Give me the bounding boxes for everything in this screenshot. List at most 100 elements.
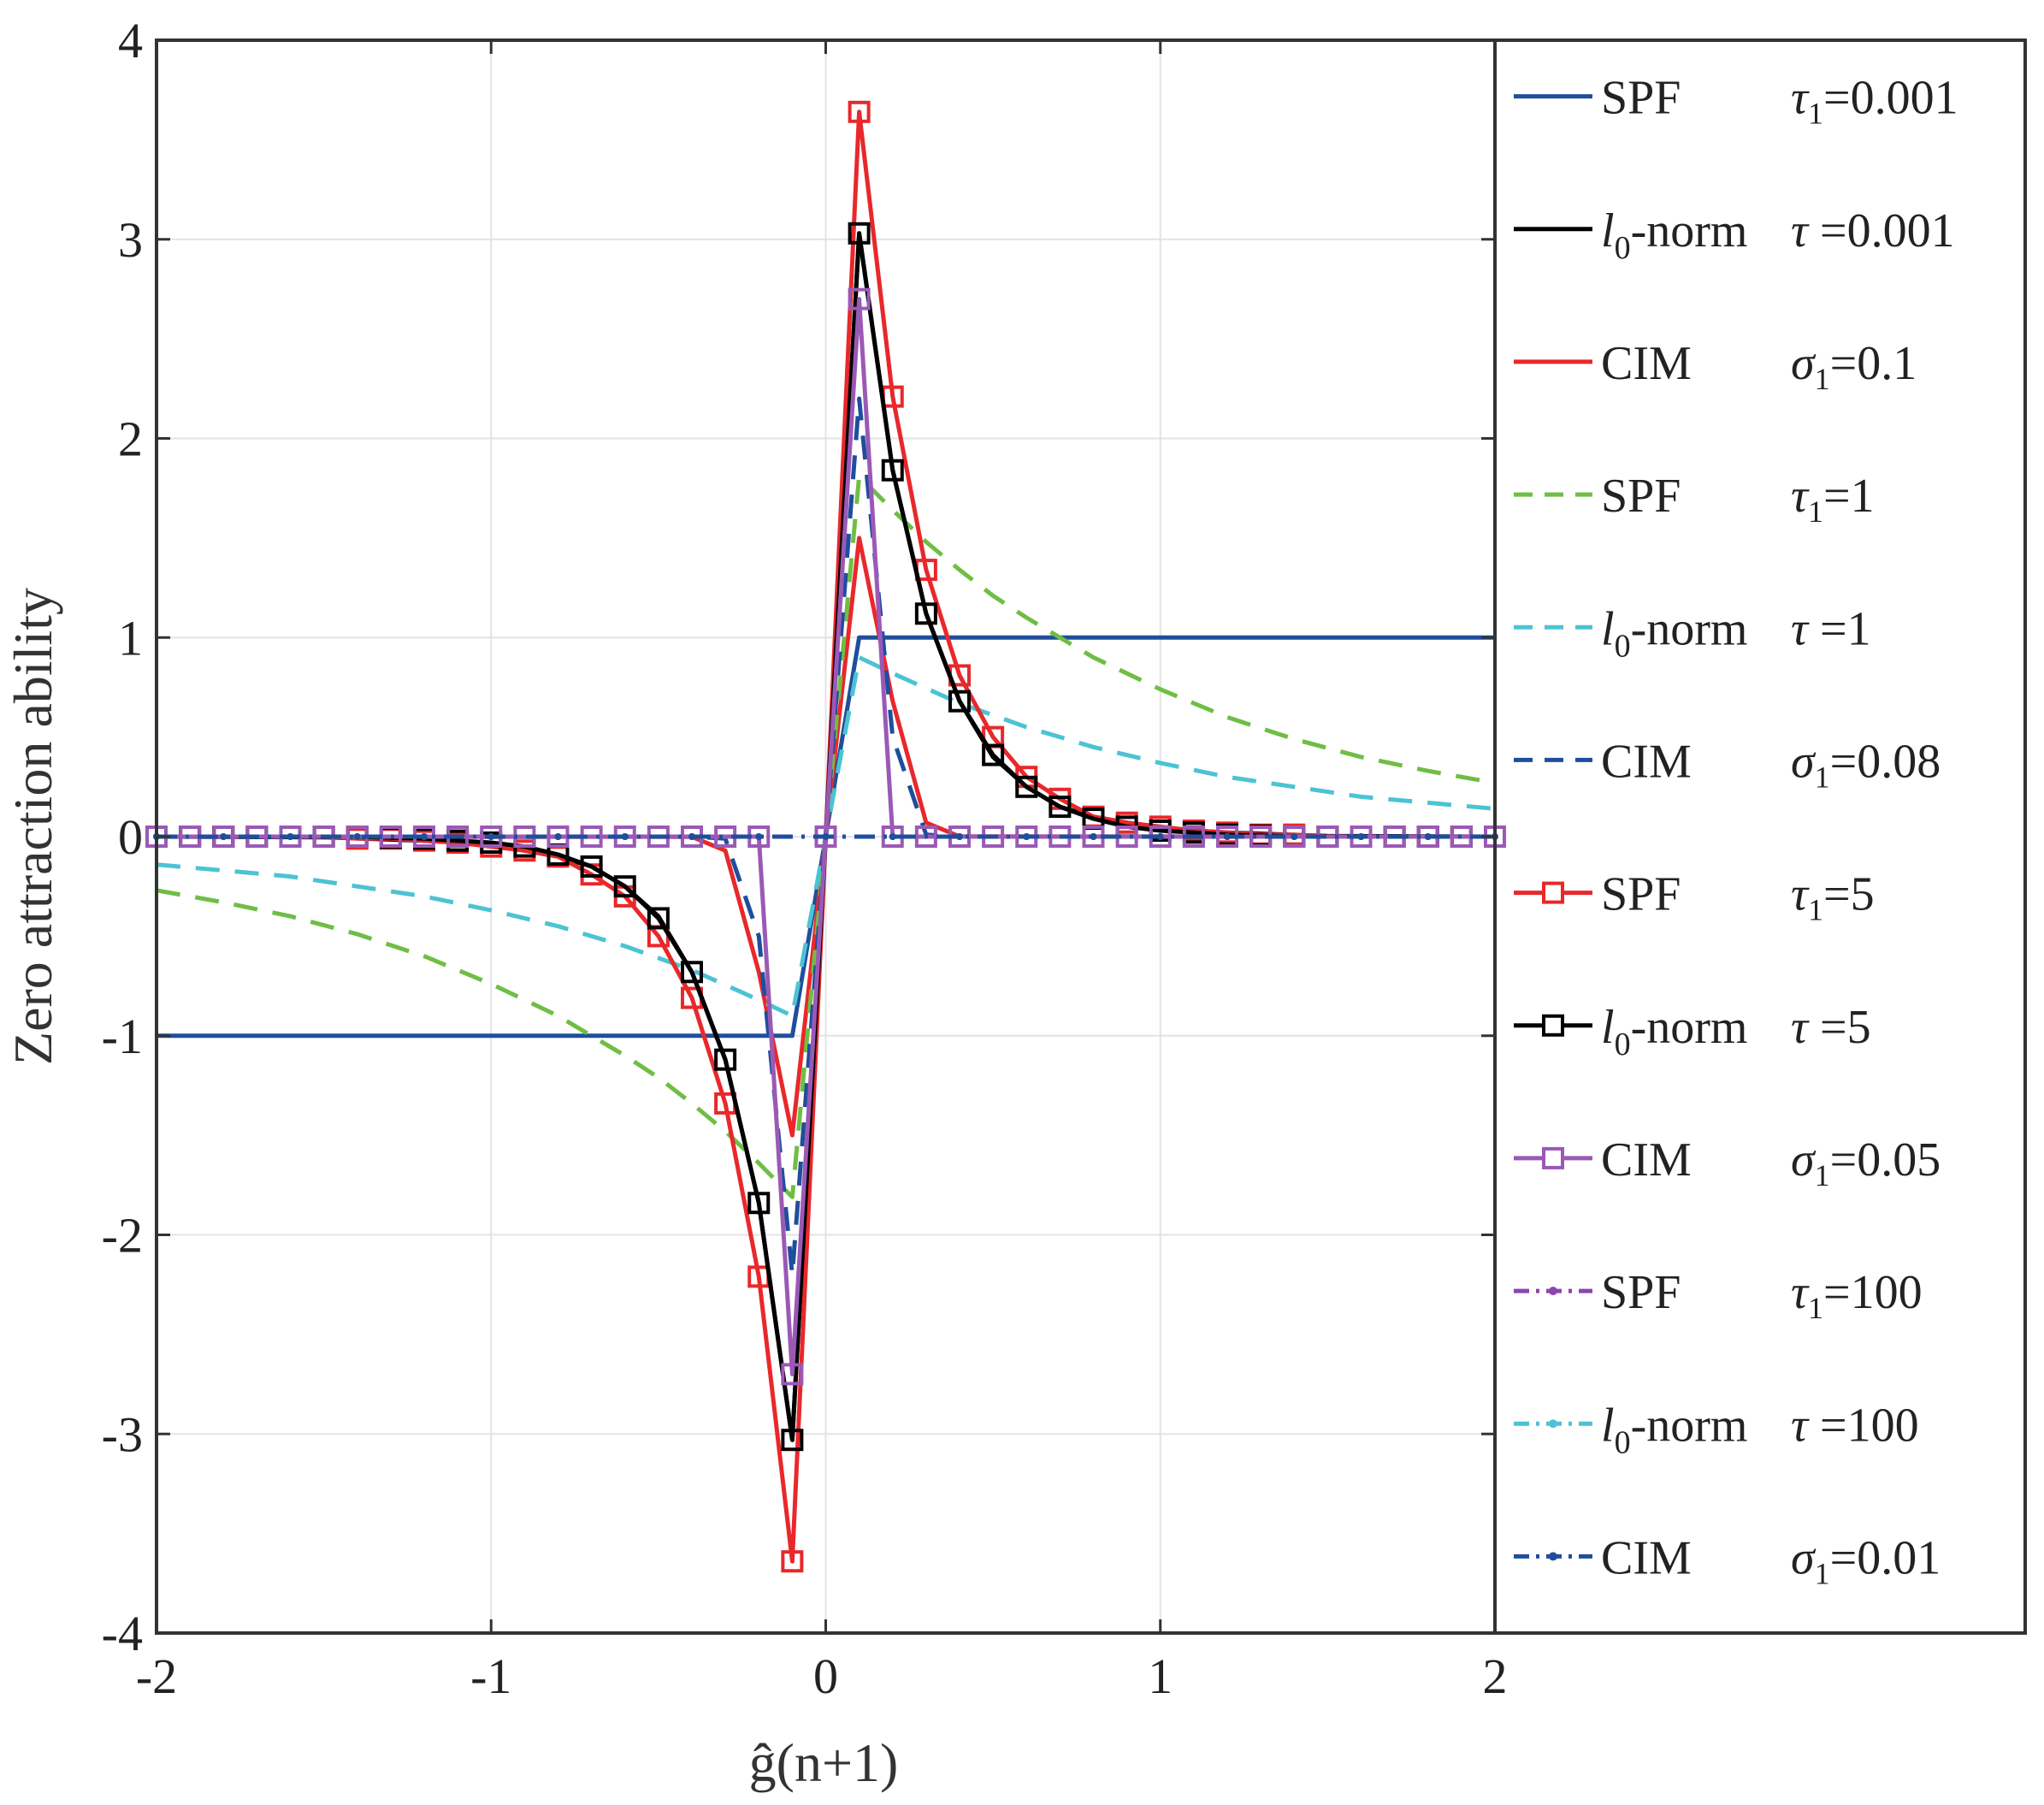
series-7-marker: [914, 602, 937, 625]
legend-entry-3: SPF τ1=1: [1514, 470, 1875, 529]
series-11-marker: [755, 833, 763, 840]
series-7-marker: [714, 1048, 737, 1071]
series-7-marker: [647, 907, 670, 930]
legend-label: CIM: [1601, 1133, 1692, 1187]
series-11-marker: [353, 833, 361, 840]
series-11-marker: [487, 833, 495, 840]
legend-label: l0-norm: [1601, 1001, 1747, 1062]
legend-entry-6: SPF τ1=5: [1514, 868, 1875, 927]
y-tick-label: -1: [102, 1009, 143, 1064]
legend-param: τ =100: [1791, 1399, 1919, 1452]
x-tick-label: -1: [470, 1648, 511, 1704]
legend-label: SPF: [1601, 1266, 1681, 1319]
x-tick-label: 2: [1483, 1648, 1508, 1704]
legend-label: CIM: [1601, 1531, 1692, 1584]
legend-marker: [1549, 1552, 1557, 1561]
series-7-marker: [1015, 775, 1038, 798]
series-11-marker: [621, 833, 629, 840]
series-11-marker: [554, 833, 562, 840]
legend-entry-5: CIM σ1=0.08: [1514, 735, 1941, 794]
legend-marker: [1542, 881, 1564, 904]
legend-label: CIM: [1601, 337, 1692, 390]
legend-param: τ1=100: [1791, 1266, 1923, 1325]
series-11-marker: [889, 833, 896, 840]
legend-param: τ =5: [1791, 1001, 1871, 1054]
legend-entry-9: SPF τ1=100: [1514, 1266, 1923, 1325]
series-7-marker: [848, 222, 871, 245]
series-6-marker: [848, 100, 871, 123]
legend-param: τ1=0.001: [1791, 72, 1958, 131]
series-11-marker: [1424, 833, 1432, 840]
series-11-marker: [1156, 833, 1164, 840]
series-7-marker: [1049, 796, 1072, 819]
series-8-marker: [914, 826, 937, 848]
series-11-marker: [287, 833, 294, 840]
legend-param: σ1=0.01: [1791, 1531, 1941, 1590]
legend-entry-7: l0-norm τ =5: [1514, 1001, 1871, 1062]
x-tick-label: -2: [136, 1648, 177, 1704]
y-tick-label: -4: [102, 1606, 143, 1661]
legend-entry-4: l0-norm τ =1: [1514, 602, 1871, 664]
series-11-marker: [956, 833, 963, 840]
legend-label: l0-norm: [1601, 1399, 1747, 1460]
legend-label: l0-norm: [1601, 204, 1747, 266]
legend-entry-2: CIM σ1=0.1: [1514, 337, 1917, 396]
y-tick-label: 4: [118, 13, 143, 68]
legend-entry-8: CIM σ1=0.05: [1514, 1133, 1941, 1192]
legend-label: l0-norm: [1601, 602, 1747, 664]
series-11-marker: [688, 833, 695, 840]
series-11-marker: [1090, 833, 1097, 840]
series-8-marker: [781, 1363, 804, 1386]
series-11-marker: [1357, 833, 1365, 840]
y-tick-label: 1: [118, 610, 143, 666]
legend: SPF τ1=0.001 l0-norm τ =0.001 CIM σ1=0.1 SPF τ1…: [1514, 72, 1958, 1590]
series-7-marker: [781, 1429, 804, 1452]
legend-param: τ1=1: [1791, 470, 1875, 529]
legend-entry-0: SPF τ1=0.001: [1514, 72, 1958, 131]
series-7-marker: [613, 875, 636, 898]
series-7-marker: [580, 855, 603, 878]
y-tick-label: 3: [118, 212, 143, 268]
x-tick-label: 1: [1148, 1648, 1173, 1704]
legend-param: σ1=0.08: [1791, 735, 1941, 794]
legend-label: CIM: [1601, 735, 1692, 788]
legend-param: τ =1: [1791, 602, 1871, 655]
legend-label: SPF: [1601, 72, 1681, 125]
series-6-marker: [781, 1550, 804, 1573]
series-7-marker: [681, 961, 703, 984]
legend-param: σ1=0.05: [1791, 1133, 1941, 1192]
series-11-marker: [1224, 833, 1231, 840]
series-11-marker: [822, 833, 830, 840]
legend-marker: [1549, 1287, 1557, 1296]
legend-marker: [1549, 1419, 1557, 1429]
legend-marker: [1542, 1146, 1564, 1169]
series-8-marker: [848, 287, 871, 311]
legend-marker: [1542, 1014, 1564, 1037]
series-11-marker: [421, 833, 428, 840]
y-tick-label: 0: [118, 809, 143, 865]
y-tick-label: -2: [102, 1208, 143, 1264]
series-7-marker: [747, 1192, 771, 1215]
legend-param: τ1=5: [1791, 868, 1875, 927]
y-axis-title: Zero attraction ability: [3, 588, 63, 1065]
series-11-marker: [220, 833, 227, 840]
legend-label: SPF: [1601, 868, 1681, 921]
legend-param: σ1=0.1: [1791, 337, 1917, 396]
series-7-marker: [881, 459, 904, 482]
series-lines: [145, 100, 1506, 1573]
series-11-marker: [1291, 833, 1298, 840]
y-tick-label: 2: [118, 411, 143, 467]
y-tick-label: -3: [102, 1406, 143, 1462]
legend-entry-11: CIM σ1=0.01: [1514, 1531, 1941, 1590]
legend-param: τ =0.001: [1791, 204, 1955, 257]
legend-label: SPF: [1601, 470, 1681, 523]
series-7-marker: [982, 743, 1005, 766]
series-7-marker: [948, 689, 971, 713]
x-axis-title: ĝ(n+1): [749, 1732, 899, 1793]
x-tick-label: 0: [813, 1648, 838, 1704]
tick-labels: -2 -1 0 1 2 4 3 2 1 0 -1 -2 -3 -4: [102, 13, 1508, 1704]
series-11-marker: [1023, 833, 1031, 840]
legend-entry-10: l0-norm τ =100: [1514, 1399, 1919, 1460]
legend-entry-1: l0-norm τ =0.001: [1514, 204, 1955, 266]
